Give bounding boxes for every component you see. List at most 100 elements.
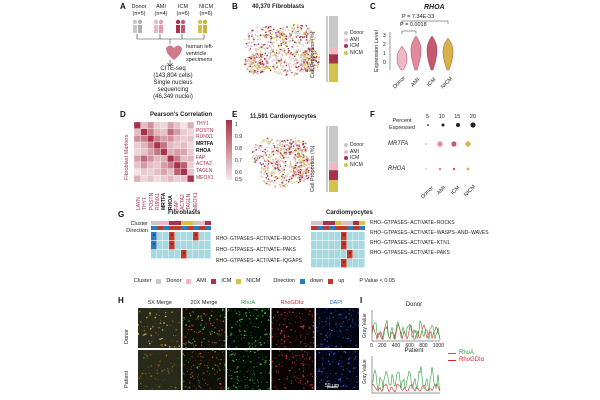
pathway-cell [323, 241, 329, 250]
cardiomyocyte-proportion-bar [326, 126, 338, 192]
fluorescence-speck [320, 333, 322, 335]
umap-cell-point [269, 39, 272, 41]
fluorescence-speck [348, 312, 350, 315]
fluorescence-speck [312, 322, 315, 324]
fluorescence-speck [143, 353, 146, 355]
umap-cell-point [292, 47, 295, 49]
fluorescence-speck [346, 337, 349, 340]
panel-d-side-label: Fibroblast Markers [124, 134, 130, 180]
umap-cell-point [259, 57, 262, 59]
heatmap-cell [153, 135, 161, 143]
fluorescence-speck [283, 330, 285, 332]
pathway-cell [347, 241, 353, 250]
umap-cell-point [309, 160, 311, 162]
fluorescence-speck [238, 386, 240, 388]
umap-cell-point [282, 70, 285, 73]
umap-cell-point [295, 143, 297, 145]
umap-cell-point [262, 157, 264, 160]
umap-cell-point [292, 174, 294, 176]
umap-cell-point [269, 179, 271, 181]
umap-cell-point [262, 167, 265, 170]
umap-cell-point [316, 53, 318, 56]
umap-cell-point [305, 175, 308, 177]
umap-cell-point [279, 156, 281, 159]
fluorescence-speck [227, 337, 228, 339]
fluorescence-speck [268, 387, 271, 389]
fluorescence-speck [243, 330, 246, 332]
fluorescence-speck [310, 342, 312, 344]
umap-cell-point [310, 54, 313, 57]
fluorescence-speck [324, 321, 327, 323]
fluorescence-speck [211, 330, 213, 332]
fluorescence-speck [295, 379, 296, 381]
c-cat-icm: ICM [426, 76, 438, 89]
umap-cell-point [244, 38, 246, 40]
fluorescence-speck [299, 317, 302, 319]
fluorescence-speck [325, 346, 328, 349]
fluorescence-speck [168, 372, 170, 374]
umap-cell-point [309, 47, 312, 49]
cluster-annotation [169, 221, 175, 225]
fluorescence-speck [284, 311, 286, 314]
fluorescence-speck [164, 378, 166, 380]
umap-cell-point [280, 57, 282, 59]
umap-cell-point [315, 55, 318, 58]
cluster-annotation [187, 221, 193, 225]
umap-cell-point [284, 164, 287, 167]
umap-cell-point [256, 70, 259, 73]
umap-cell-point [267, 140, 270, 143]
heatmap-cell [140, 148, 148, 156]
fluorescence-speck [327, 379, 330, 382]
heatmap-cell [187, 148, 194, 156]
umap-cell-point [283, 162, 286, 164]
fluorescence-speck [238, 312, 240, 314]
fluorescence-speck [223, 350, 224, 352]
fluorescence-speck [307, 379, 309, 381]
fluorescence-speck [188, 361, 190, 363]
fluorescence-speck [276, 388, 278, 390]
umap-cell-point [313, 55, 316, 57]
fluorescence-speck [226, 335, 229, 337]
fluorescence-speck [228, 349, 230, 351]
umap-cell-point [297, 145, 299, 147]
umap-cell-point [269, 53, 272, 56]
pathway-cell [311, 259, 317, 268]
umap-cell-point [307, 67, 310, 69]
fluorescence-speck [155, 313, 157, 315]
fluorescence-speck [330, 351, 332, 353]
heatmap-row-label: ACTA2 [196, 161, 212, 168]
umap-cell-point [262, 55, 264, 58]
umap-cell-point [256, 56, 258, 58]
umap-cell-point [297, 67, 299, 70]
umap-cell-point [263, 165, 266, 167]
fluorescence-speck [158, 353, 160, 355]
fluorescence-speck [257, 381, 259, 383]
umap-cell-point [309, 65, 311, 67]
fluorescence-speck [257, 385, 259, 387]
fluorescence-speck [236, 320, 239, 323]
fluorescence-speck [169, 362, 171, 363]
p-bracket-short [401, 30, 417, 34]
fluorescence-speck [307, 333, 309, 336]
umap-cell-point [249, 55, 252, 57]
fluorescence-speck [228, 346, 230, 348]
umap-cell-point [263, 153, 265, 156]
patient-intensity-profile [371, 356, 441, 394]
umap-cell-point [269, 184, 271, 186]
heatmap-cell [180, 175, 188, 182]
fluorescence-speck [217, 380, 218, 382]
fluorescence-speck [213, 331, 216, 334]
umap-cell-point [267, 28, 269, 30]
panel-b-ylabel: Cell Proportion (%) [310, 31, 316, 78]
umap-cell-point [273, 145, 275, 147]
fluorescence-speck [329, 322, 331, 324]
panel-e-label: E [232, 110, 238, 119]
fluorescence-speck [142, 346, 144, 348]
c-cat-donor: Donor [392, 75, 407, 91]
pathway-cell [353, 250, 359, 259]
direction-annotation [175, 226, 181, 230]
umap-cell-point [290, 152, 293, 155]
f-gene-mrtfa: MRTFA [388, 141, 409, 147]
fluorescence-speck [340, 365, 342, 368]
umap-cell-point [260, 46, 262, 48]
